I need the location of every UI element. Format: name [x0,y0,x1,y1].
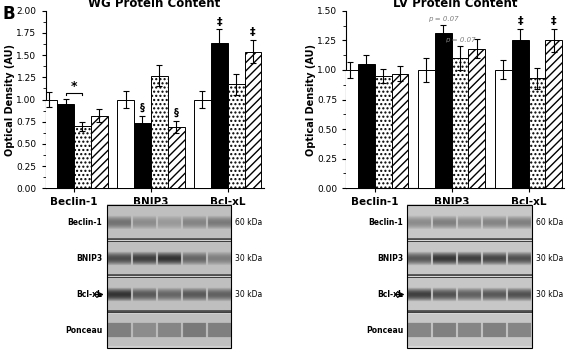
Bar [392,73,409,188]
Bar [40,99,57,188]
Bar [375,76,392,188]
Text: 30 kDa: 30 kDa [235,254,262,263]
Text: Bcl-xL: Bcl-xL [76,290,102,299]
Text: ‡: ‡ [217,17,222,27]
Bar [91,116,108,188]
Bar [435,33,451,188]
Bar [74,126,91,188]
Text: p = 0.07: p = 0.07 [445,37,475,43]
Bar [495,70,512,188]
Bar [512,40,528,188]
Bar [451,58,469,188]
Bar [168,127,185,188]
Bar [107,205,231,348]
Bar [117,99,134,188]
Text: p = 0.07: p = 0.07 [428,16,458,22]
Bar [418,70,435,188]
Text: *: * [71,80,78,93]
Text: Ponceau: Ponceau [65,326,102,335]
Text: Beclin-1: Beclin-1 [67,218,102,227]
Bar [211,43,228,188]
Bar [194,99,211,188]
Bar [408,205,532,348]
Bar [358,64,375,188]
Bar [469,49,485,188]
Bar [545,40,562,188]
Text: ‡: ‡ [517,15,523,26]
Bar [134,123,151,188]
Title: WG Protein Content: WG Protein Content [88,0,221,10]
Text: 60 kDa: 60 kDa [536,218,563,227]
Text: 30 kDa: 30 kDa [235,290,262,299]
Text: BNIP3: BNIP3 [76,254,102,263]
Text: BNIP3: BNIP3 [377,254,403,263]
Text: 60 kDa: 60 kDa [235,218,262,227]
Text: ‡: ‡ [551,15,556,26]
Text: 30 kDa: 30 kDa [536,254,563,263]
Y-axis label: Optical Density (AU): Optical Density (AU) [306,44,316,156]
Bar [528,78,545,188]
Text: Beclin-1: Beclin-1 [368,218,403,227]
Text: Bcl-xL: Bcl-xL [377,290,403,299]
Title: LV Protein Content: LV Protein Content [393,0,518,10]
Bar [151,76,168,188]
Text: §: § [140,103,145,113]
Text: B: B [3,5,15,23]
Text: 30 kDa: 30 kDa [536,290,563,299]
Bar [228,85,245,188]
Text: §: § [174,108,178,118]
Text: ‡: ‡ [250,27,256,37]
Y-axis label: Optical Density (AU): Optical Density (AU) [5,44,15,156]
Bar [341,70,358,188]
Bar [245,51,262,188]
Bar [57,104,74,188]
Text: Ponceau: Ponceau [366,326,403,335]
